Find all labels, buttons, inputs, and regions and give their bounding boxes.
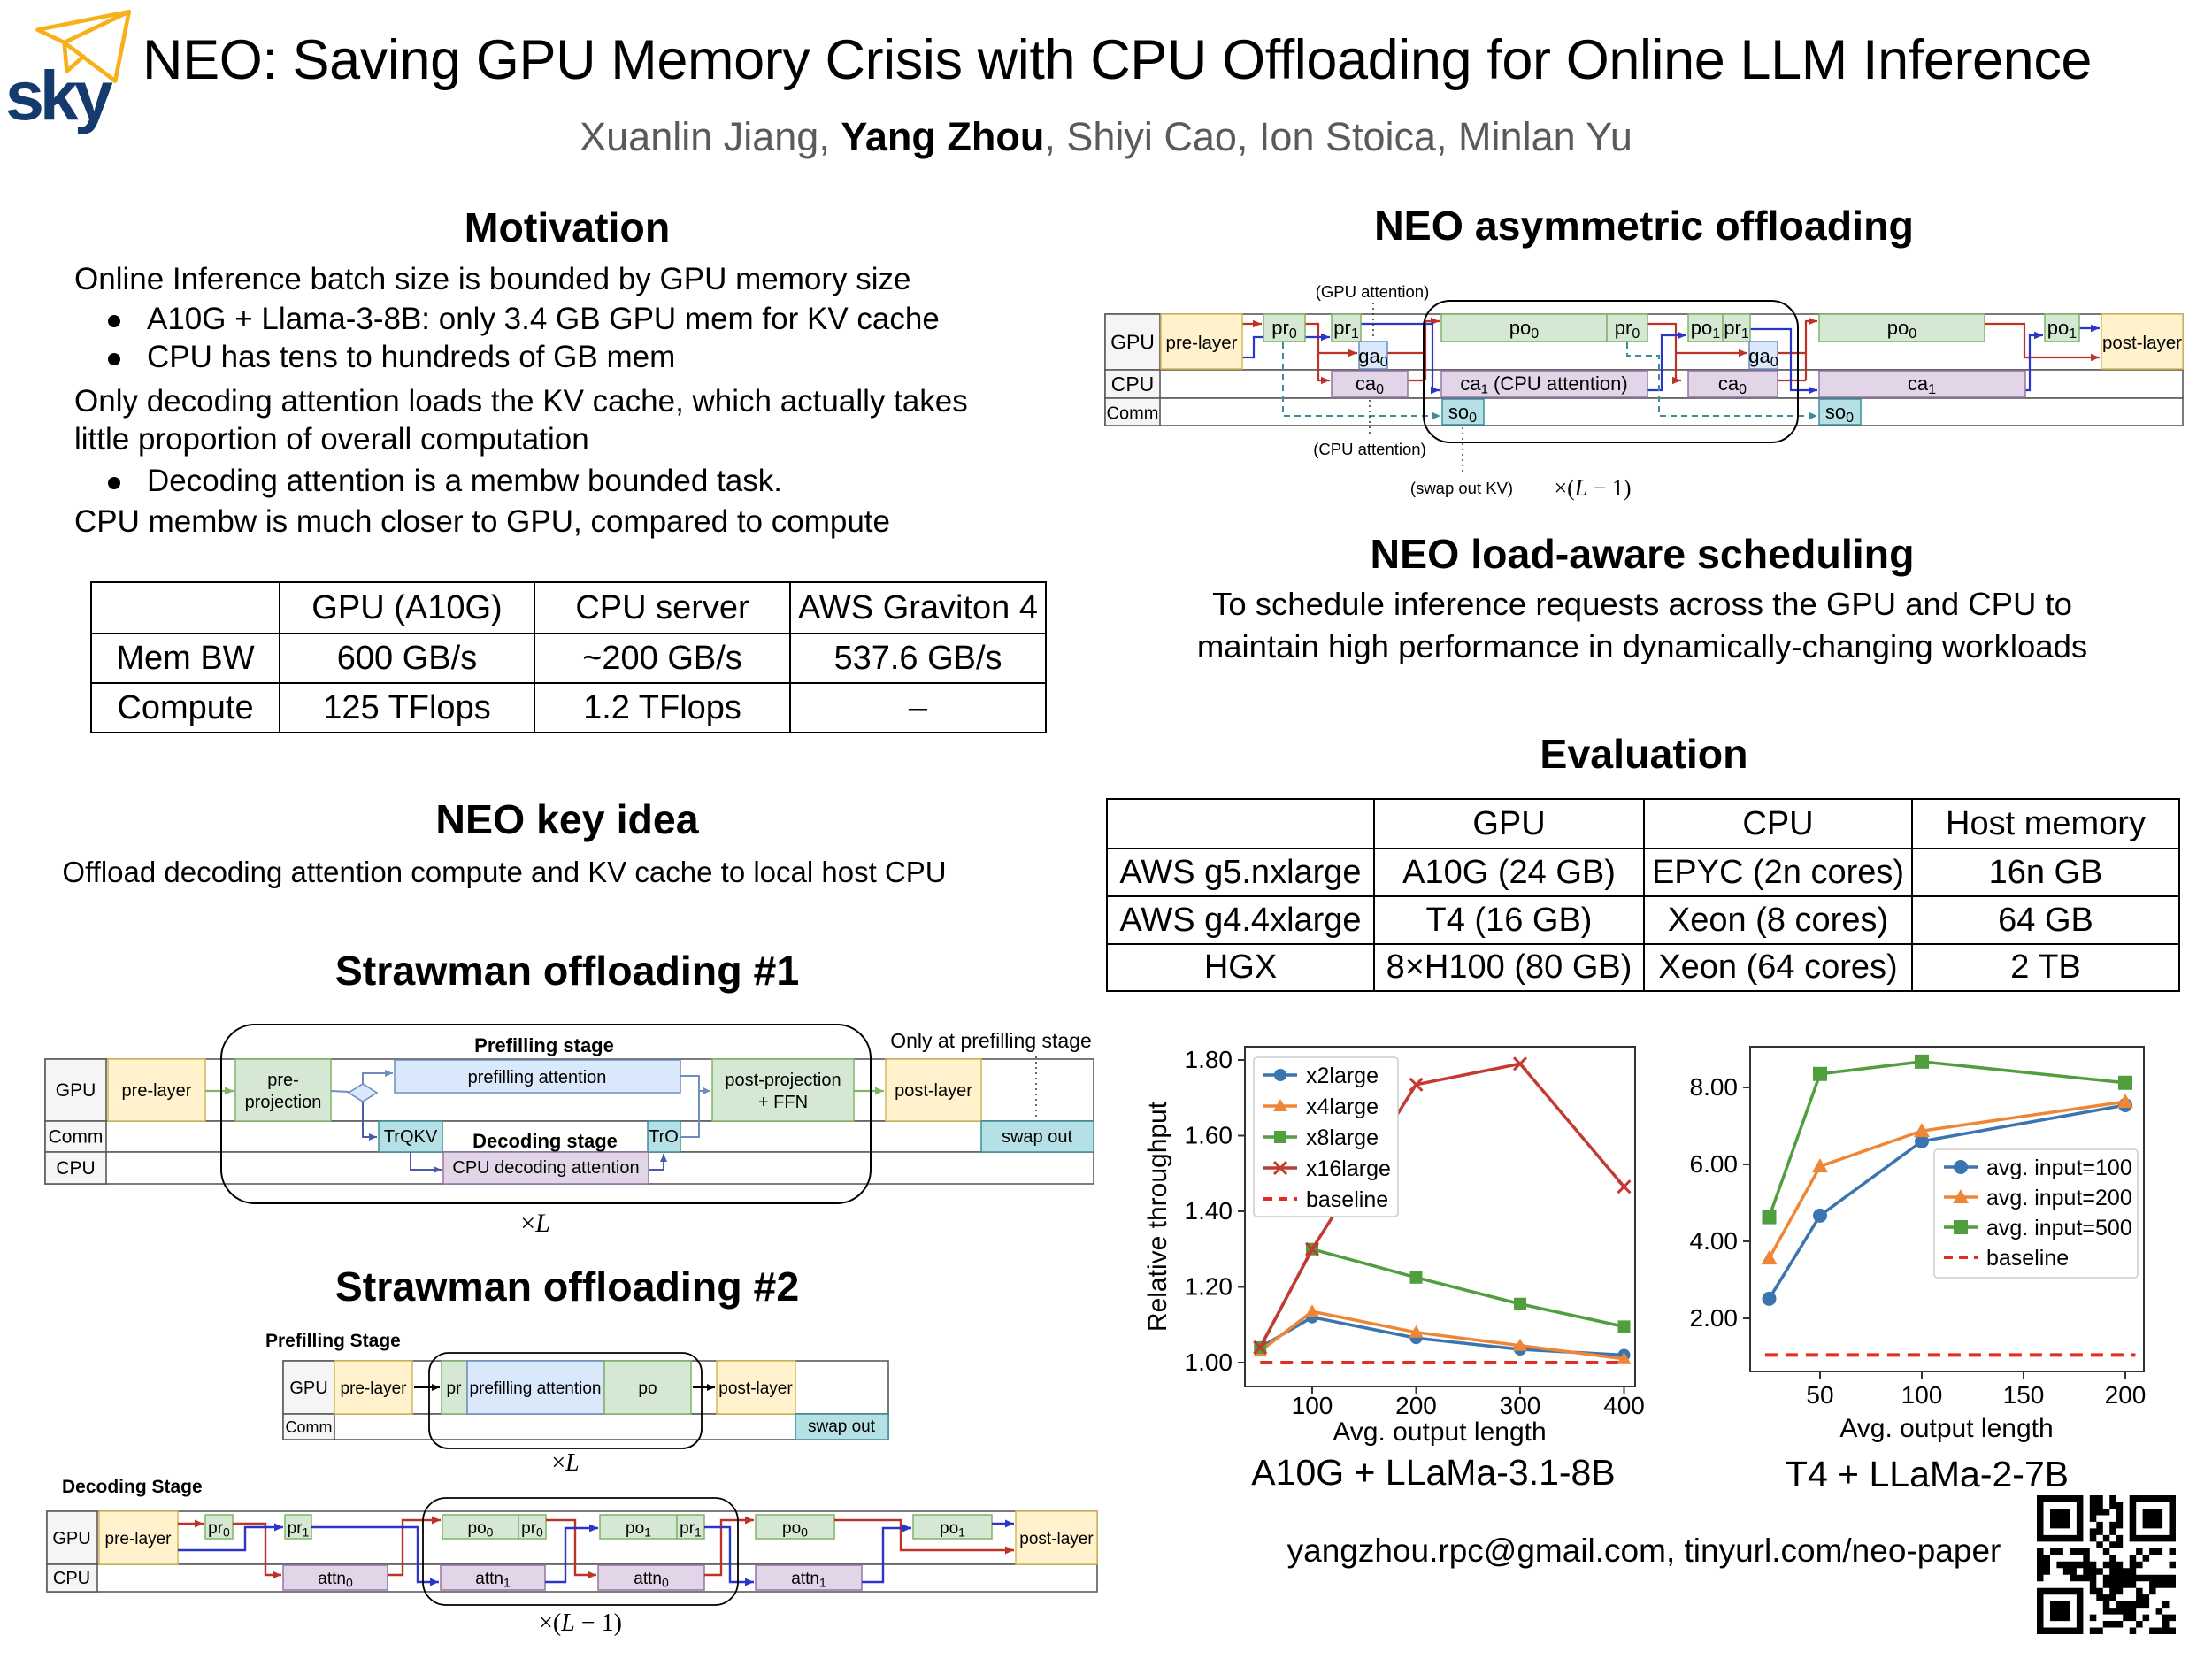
svg-text:x2large: x2large [1306, 1064, 1379, 1088]
svg-text:prefilling attention: prefilling attention [468, 1068, 607, 1087]
svg-text:po0: po0 [468, 1519, 494, 1539]
svg-text:pr: pr [447, 1379, 463, 1398]
svg-text:Only at prefilling stage: Only at prefilling stage [890, 1029, 1092, 1052]
svg-text:1.00: 1.00 [1185, 1348, 1233, 1376]
svg-text:po1: po1 [940, 1519, 965, 1539]
svg-text:attn0: attn0 [318, 1570, 353, 1589]
svg-text:CPU: CPU [1111, 373, 1155, 396]
svg-text:Relative throughput: Relative throughput [1143, 1101, 1172, 1332]
svg-text:ga0: ga0 [1358, 345, 1387, 370]
svg-text:2.00: 2.00 [1690, 1304, 1739, 1332]
svg-text:CPU: CPU [53, 1569, 90, 1588]
svg-text:ca0: ca0 [1718, 373, 1747, 397]
svg-text:Decoding stage: Decoding stage [472, 1130, 618, 1152]
svg-text:TrO: TrO [649, 1127, 679, 1147]
svg-text:avg. input=200: avg. input=200 [1986, 1186, 2132, 1210]
svg-text:100: 100 [1901, 1381, 1943, 1409]
svg-text:×(L − 1): ×(L − 1) [1554, 475, 1631, 501]
svg-text:Avg. output length: Avg. output length [1333, 1417, 1546, 1447]
svg-text:pre-: pre- [267, 1071, 299, 1090]
svg-text:ca1 (CPU attention): ca1 (CPU attention) [1460, 373, 1627, 397]
svg-text:pr1: pr1 [288, 1519, 310, 1539]
svg-text:swap out: swap out [808, 1417, 876, 1436]
svg-text:Prefilling stage: Prefilling stage [474, 1034, 614, 1056]
svg-text:post-layer: post-layer [895, 1081, 972, 1101]
svg-text:GPU: GPU [52, 1529, 90, 1548]
svg-text:×(L − 1): ×(L − 1) [539, 1609, 622, 1637]
svg-text:Comm: Comm [49, 1127, 104, 1148]
svg-text:+ FFN: + FFN [758, 1093, 808, 1112]
svg-text:GPU: GPU [1110, 331, 1155, 354]
svg-text:Prefilling Stage: Prefilling Stage [265, 1331, 401, 1351]
svg-text:swap out: swap out [1002, 1127, 1072, 1147]
svg-text:GPU: GPU [56, 1080, 96, 1101]
svg-text:x4large: x4large [1306, 1094, 1379, 1119]
svg-text:50: 50 [1806, 1381, 1833, 1409]
svg-text:projection: projection [245, 1093, 322, 1112]
svg-text:Avg. output length: Avg. output length [1839, 1414, 2053, 1443]
svg-text:po: po [638, 1379, 657, 1398]
svg-text:pr0: pr0 [521, 1519, 543, 1539]
svg-text:6.00: 6.00 [1690, 1150, 1739, 1178]
svg-text:TrQKV: TrQKV [384, 1127, 438, 1147]
svg-text:post-layer: post-layer [2102, 333, 2182, 353]
svg-text:200: 200 [1395, 1392, 1437, 1419]
svg-text:pr1: pr1 [680, 1519, 702, 1539]
svg-text:pre-layer: pre-layer [122, 1081, 192, 1101]
svg-text:Decoding Stage: Decoding Stage [62, 1477, 203, 1497]
svg-text:prefilling attention: prefilling attention [470, 1379, 602, 1398]
svg-text:×L: ×L [520, 1209, 550, 1238]
svg-text:Comm: Comm [286, 1418, 333, 1436]
svg-text:po1: po1 [626, 1519, 651, 1539]
svg-text:po0: po0 [782, 1519, 808, 1539]
svg-text:1.60: 1.60 [1185, 1122, 1233, 1149]
svg-text:CPU: CPU [56, 1158, 95, 1179]
svg-text:pre-layer: pre-layer [105, 1530, 173, 1548]
svg-text:attn1: attn1 [475, 1570, 511, 1589]
svg-text:avg. input=100: avg. input=100 [1986, 1156, 2132, 1180]
svg-text:150: 150 [2003, 1381, 2045, 1409]
svg-text:post-projection: post-projection [725, 1071, 841, 1090]
svg-text:post-layer: post-layer [718, 1379, 793, 1398]
svg-text:400: 400 [1603, 1392, 1645, 1419]
svg-text:300: 300 [1500, 1392, 1541, 1419]
svg-text:×L: ×L [551, 1449, 579, 1477]
svg-text:x16large: x16large [1306, 1156, 1391, 1181]
svg-text:1.80: 1.80 [1185, 1046, 1233, 1073]
svg-text:200: 200 [2105, 1381, 2147, 1409]
svg-text:GPU: GPU [289, 1379, 327, 1398]
svg-text:sky: sky [5, 56, 113, 134]
svg-text:post-layer: post-layer [1019, 1530, 1094, 1548]
svg-text:(CPU attention): (CPU attention) [1313, 440, 1426, 458]
svg-text:baseline: baseline [1306, 1187, 1388, 1212]
svg-text:pre-layer: pre-layer [341, 1379, 408, 1398]
svg-text:(GPU attention): (GPU attention) [1316, 282, 1430, 301]
svg-text:1.40: 1.40 [1185, 1197, 1233, 1225]
svg-text:CPU decoding attention: CPU decoding attention [452, 1158, 639, 1178]
svg-text:4.00: 4.00 [1690, 1227, 1739, 1255]
svg-text:pre-layer: pre-layer [1166, 333, 1238, 353]
svg-text:attn1: attn1 [791, 1570, 826, 1589]
svg-text:pr0: pr0 [208, 1519, 230, 1539]
svg-text:avg. input=500: avg. input=500 [1986, 1216, 2132, 1240]
svg-text:1.20: 1.20 [1185, 1273, 1233, 1301]
svg-text:100: 100 [1292, 1392, 1333, 1419]
svg-text:baseline: baseline [1986, 1246, 2069, 1271]
svg-text:x8large: x8large [1306, 1125, 1379, 1150]
svg-text:Comm: Comm [1107, 404, 1159, 424]
svg-text:8.00: 8.00 [1690, 1073, 1739, 1101]
svg-text:attn0: attn0 [634, 1570, 669, 1589]
svg-text:(swap out KV): (swap out KV) [1410, 479, 1513, 497]
